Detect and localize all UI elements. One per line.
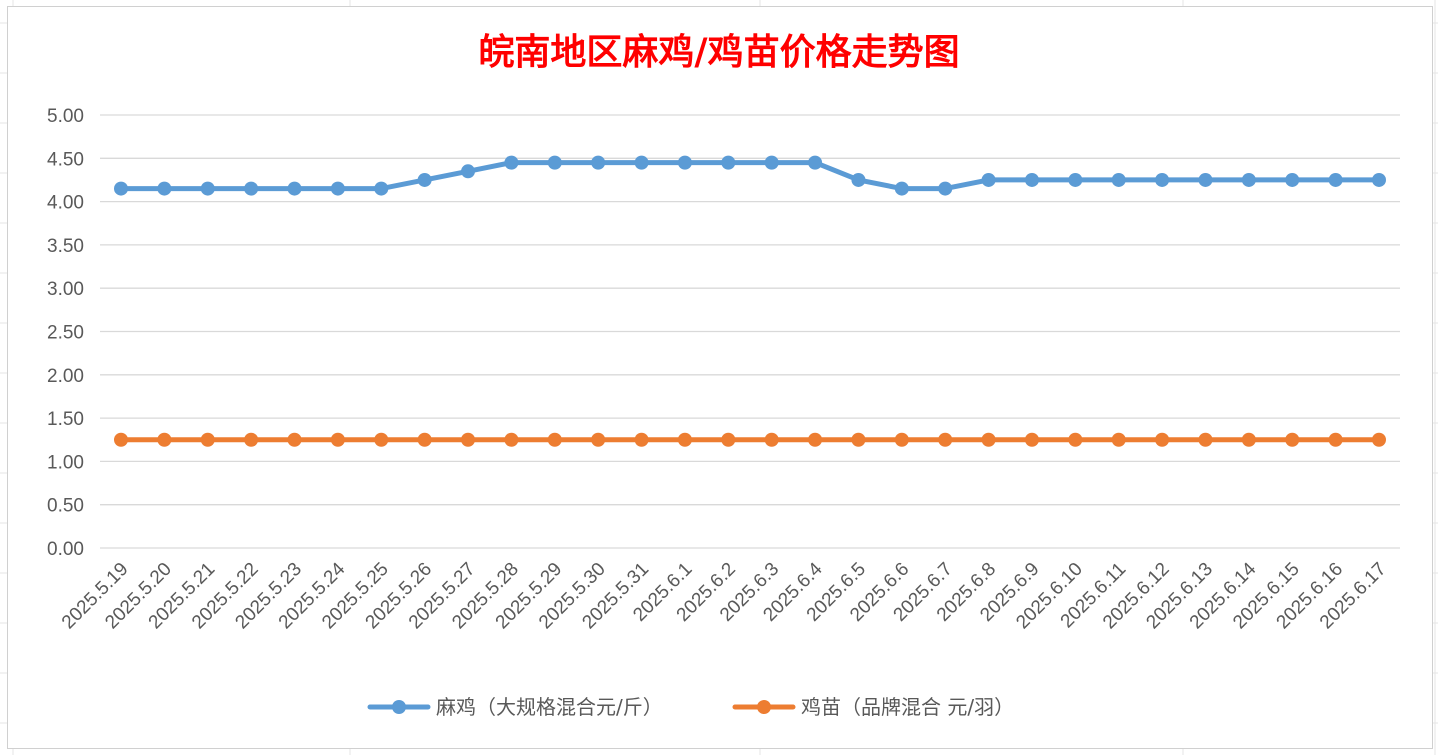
data-point[interactable] [764, 155, 779, 170]
data-point[interactable] [1068, 432, 1083, 447]
y-tick-label: 1.00 [47, 452, 84, 473]
data-point[interactable] [721, 432, 736, 447]
data-point[interactable] [374, 181, 389, 196]
data-point[interactable] [374, 432, 389, 447]
chart-title: 皖南地区麻鸡/鸡苗价格走势图 [478, 31, 959, 73]
series-2 [114, 432, 1386, 447]
data-point[interactable] [591, 155, 606, 170]
legend: 麻鸡（大规格混合元/斤） 鸡苗（品牌混合 元/羽） [367, 695, 1014, 719]
y-tick-label: 0.00 [47, 539, 84, 560]
data-point[interactable] [417, 172, 432, 187]
data-point[interactable] [1111, 432, 1126, 447]
data-point[interactable] [938, 432, 953, 447]
y-tick-label: 3.50 [47, 236, 84, 257]
data-point[interactable] [634, 432, 649, 447]
data-point[interactable] [244, 181, 259, 196]
data-point[interactable] [894, 432, 909, 447]
data-point[interactable] [634, 155, 649, 170]
data-point[interactable] [461, 432, 476, 447]
data-point[interactable] [1024, 172, 1039, 187]
data-point[interactable] [330, 432, 345, 447]
data-point[interactable] [114, 432, 128, 447]
data-point[interactable] [1198, 172, 1213, 187]
data-point[interactable] [851, 172, 866, 187]
y-tick-label: 1.50 [47, 409, 84, 430]
data-point[interactable] [1285, 432, 1300, 447]
chart-area[interactable] [7, 6, 1433, 749]
y-tick-label: 3.00 [47, 279, 84, 300]
legend-label: 鸡苗（品牌混合 元/羽） [801, 695, 1014, 719]
legend-item[interactable]: 鸡苗（品牌混合 元/羽） [732, 695, 1014, 719]
data-point[interactable] [1198, 432, 1213, 447]
data-point[interactable] [1155, 432, 1170, 447]
data-point[interactable] [287, 432, 302, 447]
data-point[interactable] [1068, 172, 1083, 187]
plot-series [114, 155, 1386, 447]
data-point[interactable] [504, 155, 519, 170]
legend-marker [757, 700, 771, 714]
legend-label: 麻鸡（大规格混合元/斤） [436, 695, 663, 719]
data-point[interactable] [157, 432, 172, 447]
data-point[interactable] [200, 432, 215, 447]
data-point[interactable] [1328, 172, 1343, 187]
x-axis-tick-labels: 2025.5.192025.5.202025.5.212025.5.222025… [58, 558, 1391, 633]
data-point[interactable] [938, 181, 953, 196]
series-1 [114, 155, 1386, 196]
y-tick-label: 5.00 [47, 106, 84, 127]
data-point[interactable] [330, 181, 345, 196]
gridlines [100, 114, 1400, 549]
y-tick-label: 4.50 [47, 149, 84, 170]
data-point[interactable] [764, 432, 779, 447]
y-tick-label: 2.00 [47, 366, 84, 387]
data-point[interactable] [200, 181, 215, 196]
data-point[interactable] [287, 181, 302, 196]
data-point[interactable] [1155, 172, 1170, 187]
data-point[interactable] [157, 181, 172, 196]
data-point[interactable] [1111, 172, 1126, 187]
data-point[interactable] [1285, 172, 1300, 187]
y-tick-label: 0.50 [47, 496, 84, 517]
data-point[interactable] [417, 432, 432, 447]
legend-marker [392, 700, 406, 714]
data-point[interactable] [721, 155, 736, 170]
data-point[interactable] [547, 432, 562, 447]
data-point[interactable] [981, 432, 996, 447]
data-point[interactable] [677, 155, 692, 170]
data-point[interactable] [1372, 172, 1386, 187]
data-point[interactable] [677, 432, 692, 447]
data-point[interactable] [1372, 432, 1386, 447]
data-point[interactable] [114, 181, 128, 196]
data-point[interactable] [1241, 172, 1256, 187]
y-tick-label: 2.50 [47, 323, 84, 344]
data-point[interactable] [981, 172, 996, 187]
y-tick-label: 4.00 [47, 193, 84, 214]
data-point[interactable] [461, 164, 476, 179]
data-point[interactable] [1241, 432, 1256, 447]
data-point[interactable] [1328, 432, 1343, 447]
data-point[interactable] [591, 432, 606, 447]
series-line [118, 160, 1382, 192]
data-point[interactable] [547, 155, 562, 170]
data-point[interactable] [1024, 432, 1039, 447]
data-point[interactable] [851, 432, 866, 447]
data-point[interactable] [504, 432, 519, 447]
y-axis-tick-labels: 0.00 0.50 1.00 1.50 2.00 2.50 3.00 3.50 4.00 4.50… [47, 106, 84, 560]
data-point[interactable] [808, 155, 823, 170]
data-point[interactable] [808, 432, 823, 447]
legend-item[interactable]: 麻鸡（大规格混合元/斤） [367, 695, 663, 719]
data-point[interactable] [244, 432, 259, 447]
data-point[interactable] [894, 181, 909, 196]
